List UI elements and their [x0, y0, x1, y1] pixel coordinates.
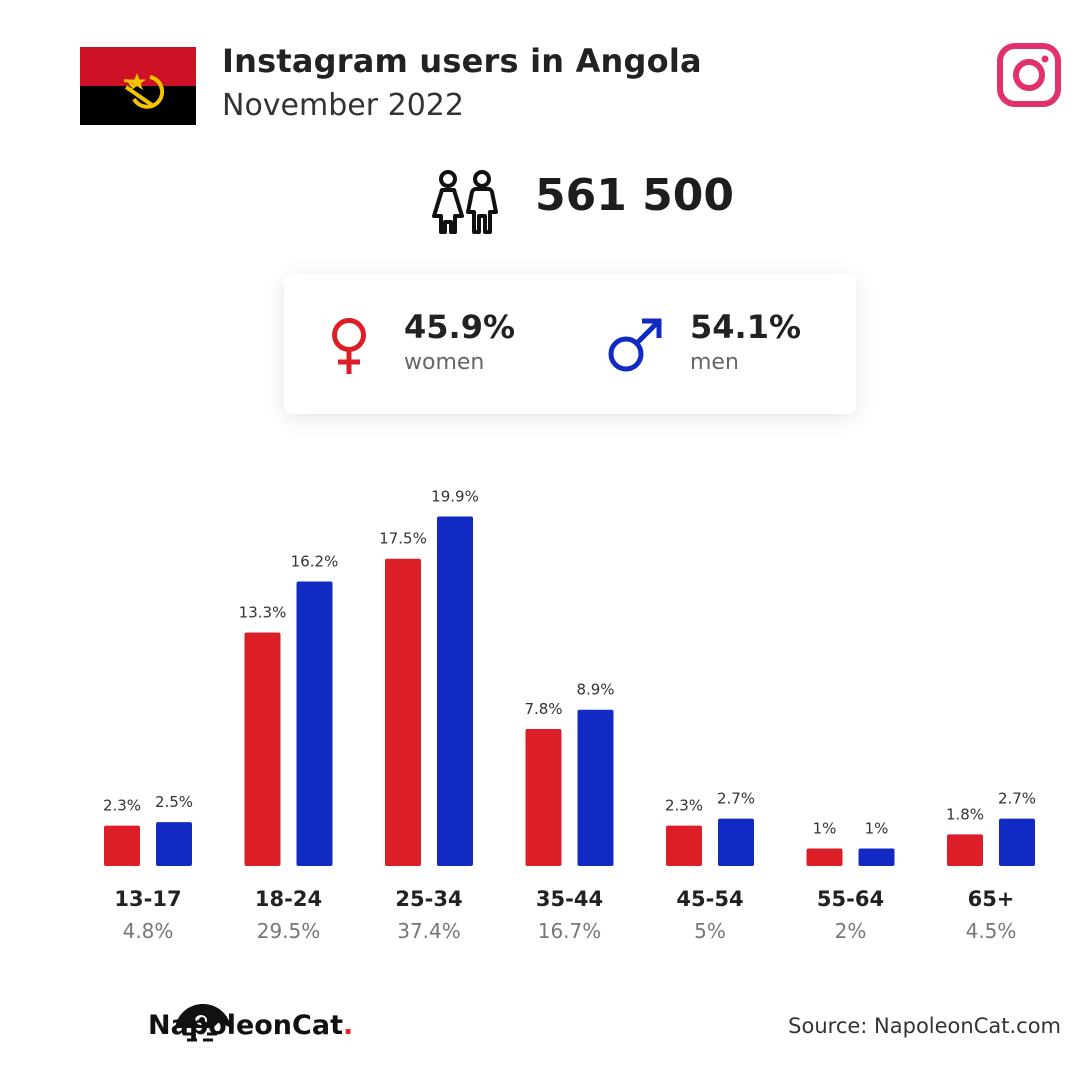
bar-women-35-44 — [525, 729, 562, 866]
source-credit: Source: NapoleonCat.com — [788, 1014, 1061, 1038]
page-title: Instagram users in Angola — [222, 42, 702, 80]
men-label: men — [690, 350, 739, 375]
brand-dot: . — [342, 1010, 354, 1041]
data-label-men-13-17: 2.5% — [155, 793, 193, 811]
brand-name-text: NapoleonCat — [148, 1010, 343, 1041]
category-total-13-17: 4.8% — [123, 919, 174, 943]
brand-name: NapoleonCat. — [148, 1010, 353, 1041]
data-label-women-65+: 1.8% — [946, 805, 984, 823]
male-symbol-icon — [608, 318, 662, 372]
category-label-18-24: 18-24 — [255, 887, 322, 911]
total-users: 561 500 — [535, 170, 735, 221]
category-label-25-34: 25-34 — [395, 887, 462, 911]
female-symbol-icon — [332, 318, 366, 374]
category-total-18-24: 29.5% — [257, 919, 321, 943]
bar-men-35-44 — [577, 709, 614, 866]
category-total-55-64: 2% — [835, 919, 867, 943]
men-percent: 54.1% — [690, 308, 802, 346]
gender-split-card: 45.9% women 54.1% men — [284, 274, 856, 414]
bar-women-55-64 — [806, 848, 843, 866]
category-label-65+: 65+ — [968, 887, 1015, 911]
category-total-45-54: 5% — [694, 919, 726, 943]
category-label-13-17: 13-17 — [114, 887, 181, 911]
bar-men-25-34 — [437, 516, 473, 866]
data-label-men-65+: 2.7% — [998, 790, 1036, 808]
category-total-35-44: 16.7% — [538, 919, 602, 943]
page-subtitle: November 2022 — [222, 88, 464, 123]
bar-women-45-54 — [666, 825, 702, 866]
category-label-55-64: 55-64 — [817, 887, 884, 911]
bar-men-55-64 — [858, 848, 895, 866]
category-label-45-54: 45-54 — [676, 887, 743, 911]
bar-men-13-17 — [156, 822, 192, 866]
data-label-men-18-24: 16.2% — [291, 553, 339, 571]
bar-men-18-24 — [296, 581, 333, 866]
instagram-icon — [997, 43, 1061, 107]
data-label-women-13-17: 2.3% — [103, 797, 141, 815]
napoleoncat-logo-icon — [175, 1004, 231, 1042]
bar-women-18-24 — [244, 632, 281, 866]
bar-men-45-54 — [718, 818, 754, 866]
data-label-women-35-44: 7.8% — [524, 700, 562, 718]
bar-men-65+ — [999, 818, 1035, 866]
bar-women-25-34 — [385, 558, 421, 866]
women-percent: 45.9% — [404, 308, 516, 346]
data-label-women-45-54: 2.3% — [665, 797, 703, 815]
category-label-35-44: 35-44 — [536, 887, 603, 911]
data-label-men-55-64: 1% — [865, 819, 889, 837]
users-icon — [432, 170, 498, 234]
category-total-25-34: 37.4% — [397, 919, 461, 943]
data-label-men-25-34: 19.9% — [431, 488, 479, 506]
women-label: women — [404, 350, 485, 375]
bar-women-13-17 — [104, 825, 140, 866]
data-label-men-45-54: 2.7% — [717, 790, 755, 808]
data-label-women-18-24: 13.3% — [239, 603, 287, 621]
data-label-men-35-44: 8.9% — [576, 681, 614, 699]
angola-flag-icon — [80, 47, 196, 125]
category-total-65+: 4.5% — [966, 919, 1017, 943]
data-label-women-25-34: 17.5% — [379, 530, 427, 548]
data-label-women-55-64: 1% — [813, 819, 837, 837]
bar-women-65+ — [947, 834, 983, 866]
